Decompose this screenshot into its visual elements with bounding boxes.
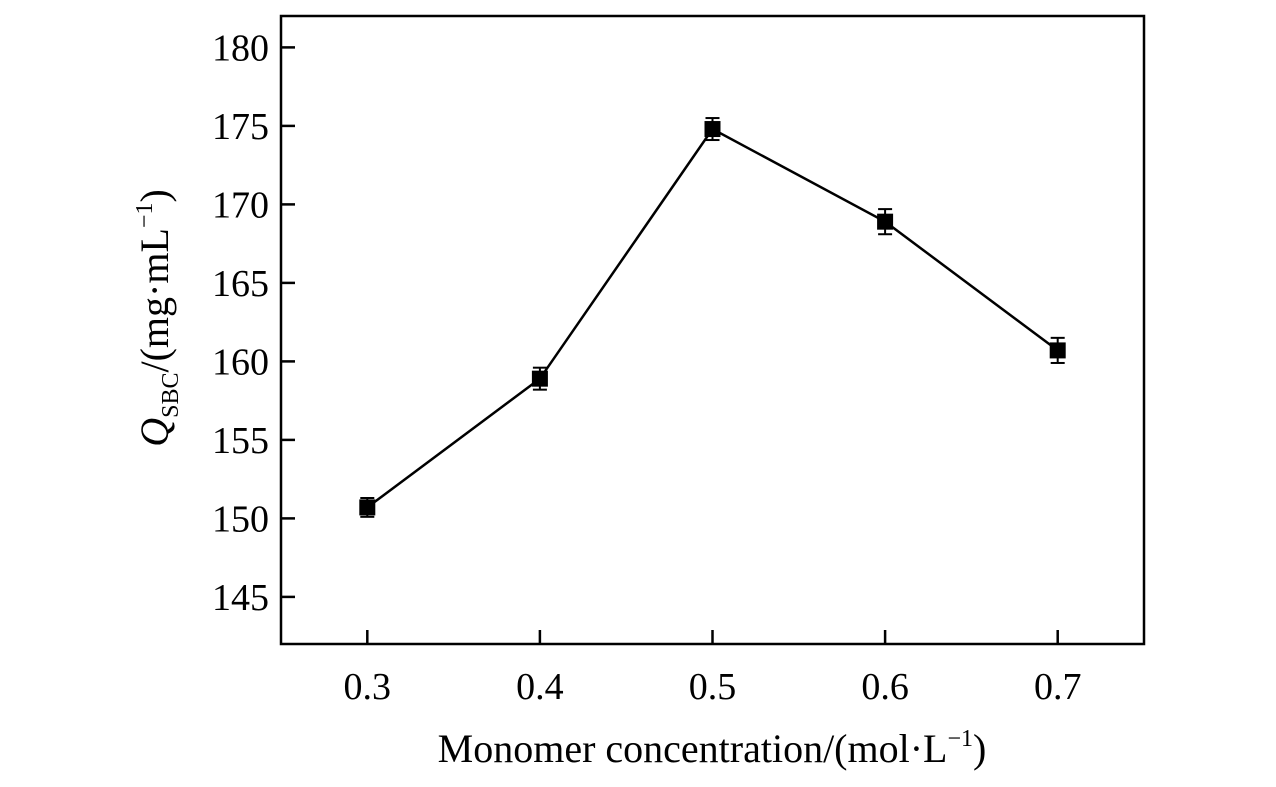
y-axis-label-close: ) (132, 189, 177, 202)
y-axis-label-unit: /(mg·mL (132, 228, 177, 372)
series-line (366, 127, 1059, 509)
y-tick-label: 175 (212, 106, 269, 148)
x-tick-label: 0.4 (516, 666, 564, 708)
y-tick-label: 165 (212, 263, 269, 305)
y-tick-label: 150 (212, 498, 269, 540)
y-tick-label: 170 (212, 184, 269, 226)
data-point (1049, 342, 1066, 359)
x-axis-ticks: 0.3 0.4 0.5 0.6 0.7 (344, 630, 1082, 708)
data-point (704, 121, 721, 138)
x-tick-label: 0.6 (861, 666, 909, 708)
y-axis-label: QSBC/(mg·mL−1) (132, 189, 184, 447)
data-point (531, 370, 548, 387)
data-point (877, 213, 894, 230)
x-axis-label-main: Monomer concentration/(mol·L (438, 726, 948, 771)
y-axis-label-subscript: SBC (158, 373, 184, 418)
x-tick-label: 0.7 (1034, 666, 1082, 708)
y-tick-label: 160 (212, 341, 269, 383)
plot-frame (279, 14, 1146, 646)
y-axis-ticks: 145 150 155 160 165 170 175 180 (212, 27, 295, 619)
y-tick-label: 180 (212, 27, 269, 69)
y-tick-label: 145 (212, 577, 269, 619)
data-series (359, 117, 1066, 518)
x-axis-label-close: ) (973, 726, 986, 771)
x-tick-label: 0.5 (689, 666, 737, 708)
y-axis-label-symbol: Q (132, 418, 177, 447)
x-axis-label-superscript: −1 (947, 726, 973, 752)
data-point (359, 499, 376, 516)
y-tick-label: 155 (212, 420, 269, 462)
x-axis-label: Monomer concentration/(mol·L−1) (438, 726, 987, 771)
y-axis-label-superscript: −1 (132, 203, 158, 229)
x-tick-label: 0.3 (344, 666, 392, 708)
